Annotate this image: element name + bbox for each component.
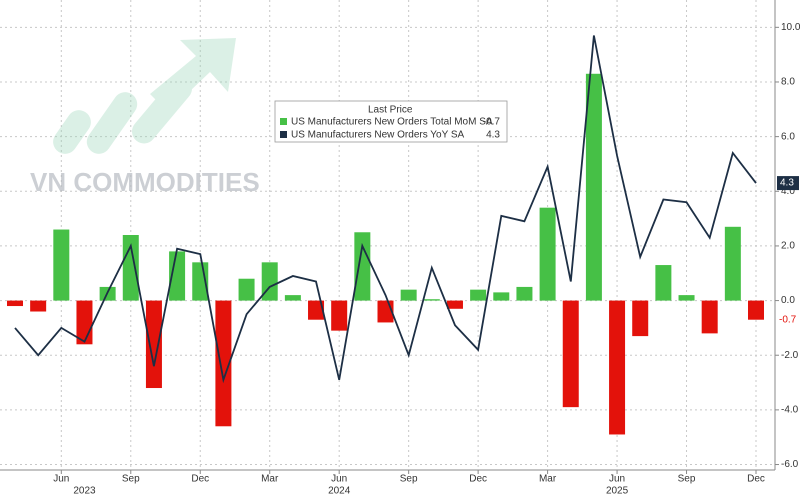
x-tick-label: Jun — [53, 474, 69, 485]
bar — [539, 207, 556, 301]
legend-title: Last Price — [368, 105, 413, 116]
y-tick-label: -2.0 — [781, 350, 799, 361]
legend-swatch — [280, 131, 287, 138]
last-value-tag — [777, 312, 800, 327]
bar — [53, 229, 70, 301]
bar — [748, 300, 764, 320]
bar — [122, 235, 139, 301]
legend-label: US Manufacturers New Orders Total MoM SA — [291, 117, 493, 128]
x-tick-label: Dec — [469, 474, 487, 485]
y-tick-label: -6.0 — [781, 459, 799, 470]
watermark-logo — [53, 38, 236, 154]
bar — [215, 300, 232, 427]
bar — [470, 289, 487, 301]
bar — [238, 278, 255, 301]
x-year-label: 2023 — [73, 486, 96, 496]
legend-swatch — [280, 118, 287, 125]
bar — [493, 292, 510, 301]
bar — [516, 286, 533, 301]
bar — [145, 300, 162, 389]
legend-value: 4.3 — [486, 130, 500, 141]
y-tick-label: 2.0 — [781, 241, 795, 252]
x-tick-label: Sep — [122, 474, 140, 485]
y-tick-label: 6.0 — [781, 131, 795, 142]
bar — [701, 300, 718, 334]
bar — [609, 300, 626, 435]
bar — [423, 299, 440, 301]
y-tick-label: -4.0 — [781, 405, 799, 416]
x-year-label: 2025 — [606, 486, 629, 496]
line — [14, 35, 757, 384]
legend-box — [274, 100, 508, 143]
legend: Last Price US Manufacturers New Orders T… — [274, 100, 508, 143]
legend-label: US Manufacturers New Orders YoY SA — [291, 130, 465, 141]
bar — [30, 300, 47, 312]
x-tick-label: Sep — [678, 474, 696, 485]
x-tick-label: Dec — [747, 474, 765, 485]
y-tick-label: 4.0 — [781, 186, 795, 197]
plot — [7, 35, 764, 435]
watermark: VN COMMODITIES — [30, 167, 260, 197]
x-year-label: 2024 — [328, 486, 351, 496]
bar — [400, 289, 417, 301]
x-tick-label: Sep — [400, 474, 418, 485]
x-tick-label: Jun — [331, 474, 347, 485]
bar — [169, 251, 186, 301]
bar — [446, 300, 463, 309]
legend-value: -0.7 — [483, 117, 501, 128]
last-value-label: 4.3 — [780, 178, 794, 189]
bar — [7, 300, 23, 307]
y-tick-label: 0.0 — [781, 295, 795, 306]
bar — [284, 295, 301, 301]
last-value-tag — [777, 176, 799, 191]
y-tick-label: 8.0 — [781, 77, 795, 88]
x-tick-label: Jun — [609, 474, 625, 485]
x-tick-label: Mar — [261, 474, 279, 485]
bar — [655, 265, 672, 301]
x-tick-label: Mar — [539, 474, 557, 485]
grid — [0, 0, 775, 470]
last-value-label: -0.7 — [779, 314, 797, 325]
bar — [331, 300, 348, 331]
bar — [632, 300, 649, 337]
x-tick-label: Dec — [191, 474, 209, 485]
bar — [585, 73, 602, 301]
bar — [308, 300, 325, 320]
bar — [562, 300, 579, 408]
bar — [678, 295, 695, 301]
bar — [354, 232, 371, 301]
bar — [724, 226, 741, 301]
y-tick-label: 10.0 — [781, 22, 800, 33]
